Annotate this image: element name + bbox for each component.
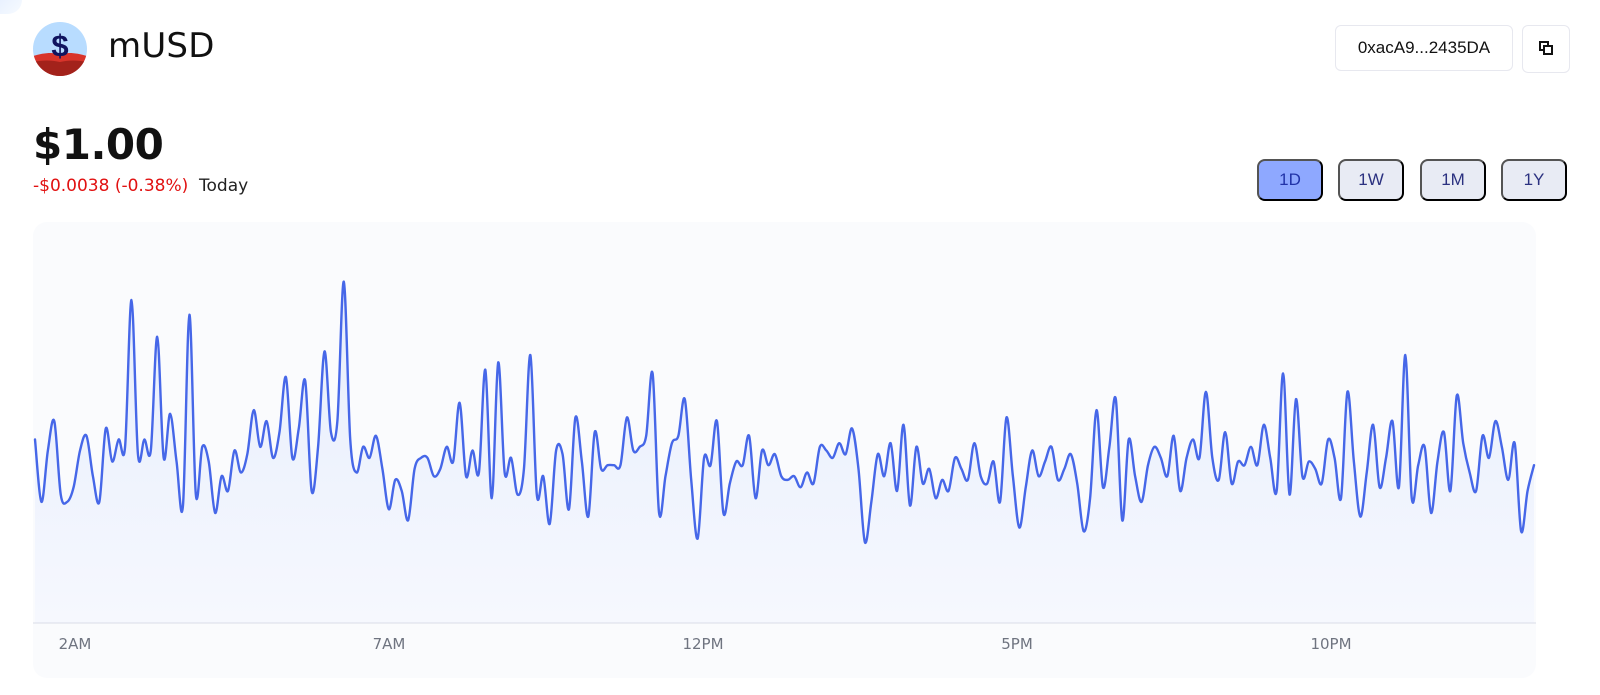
x-tick-label: 12PM xyxy=(682,635,724,653)
copy-icon xyxy=(1539,41,1553,55)
x-tick-label: 5PM xyxy=(1001,635,1033,653)
price-change: -$0.0038 (-0.38%) xyxy=(33,176,189,196)
range-button-1d[interactable]: 1D xyxy=(1257,159,1323,201)
price-line xyxy=(33,280,1536,544)
token-header: $ mUSD 0xacA9...2435DA xyxy=(33,22,1570,76)
contract-address-button[interactable]: 0xacA9...2435DA xyxy=(1335,25,1513,71)
current-price: $1.00 xyxy=(33,120,164,169)
copy-address-button[interactable] xyxy=(1522,25,1570,73)
x-tick-label: 7AM xyxy=(372,635,406,653)
price-line-chart xyxy=(33,280,1536,624)
svg-text:$: $ xyxy=(51,28,68,63)
time-range-selector: 1D 1W 1M 1Y xyxy=(1257,159,1567,201)
token-name: mUSD xyxy=(108,26,215,66)
price-chart-card xyxy=(33,222,1536,678)
price-area xyxy=(35,281,1534,623)
x-tick-label: 10PM xyxy=(1310,635,1352,653)
corner-decoration xyxy=(0,0,22,14)
range-button-1m[interactable]: 1M xyxy=(1420,159,1486,201)
musd-dollar-logo-icon: $ xyxy=(33,22,87,76)
range-button-1w[interactable]: 1W xyxy=(1338,159,1404,201)
range-button-1y[interactable]: 1Y xyxy=(1501,159,1567,201)
x-tick-label: 2AM xyxy=(58,635,92,653)
change-period-label: Today xyxy=(199,176,249,196)
